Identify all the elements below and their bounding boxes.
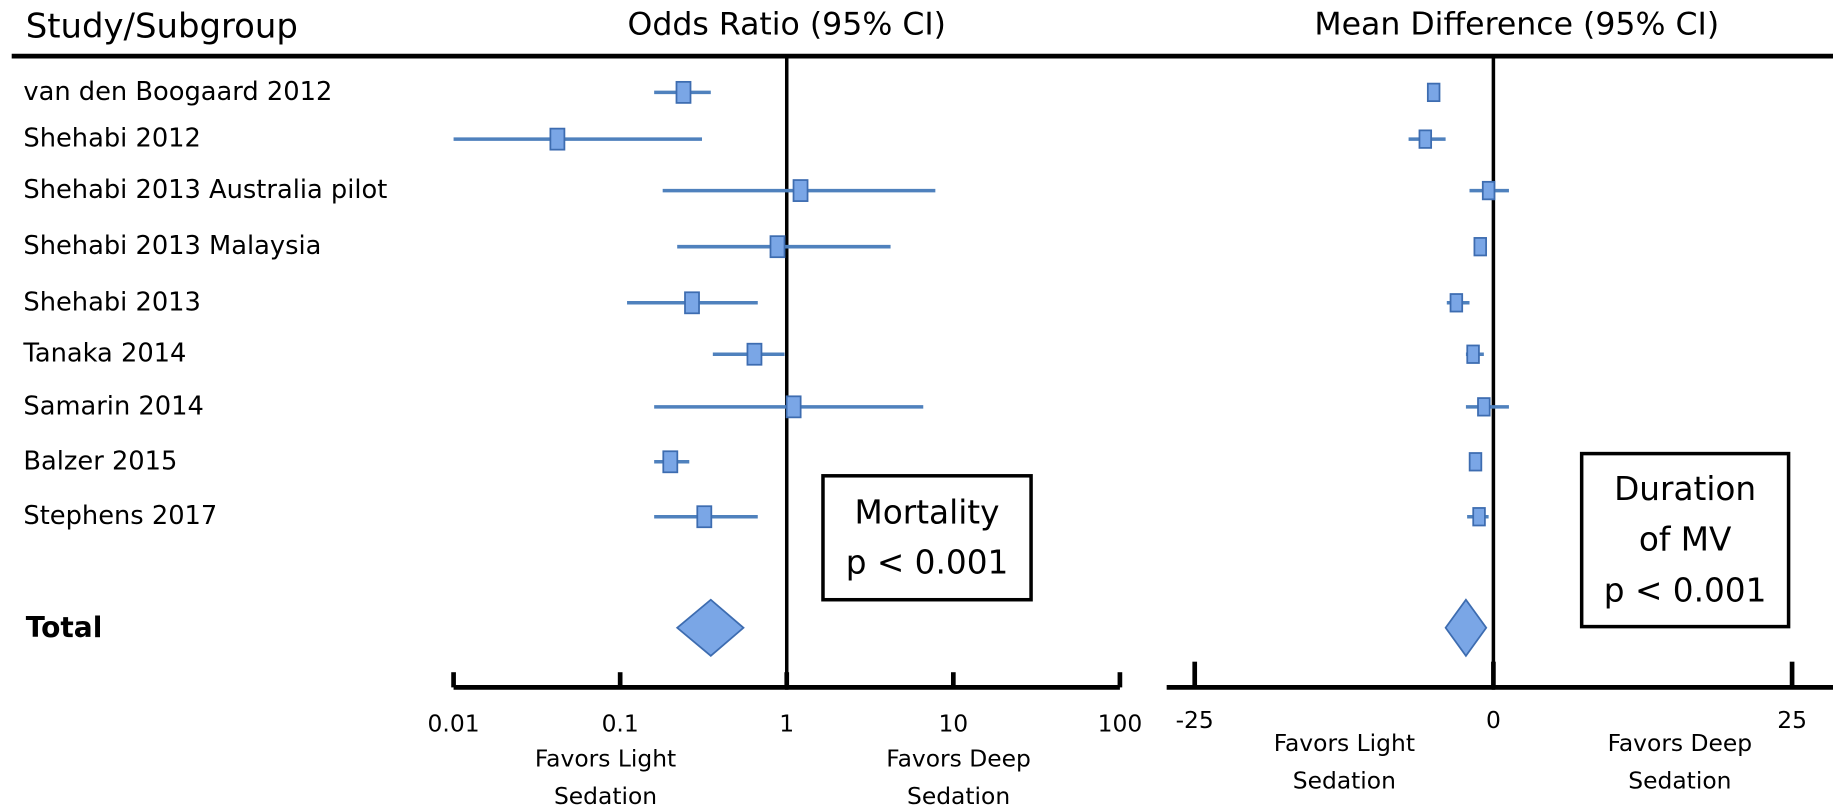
study-label: Samarin 2014 — [23, 391, 203, 421]
estimate-marker — [1426, 82, 1441, 103]
study-label: Balzer 2015 — [23, 446, 177, 476]
estimate-marker — [1477, 397, 1491, 417]
estimate-marker — [746, 342, 763, 366]
x-tick-label: 0.1 — [602, 709, 639, 737]
favors-label: Favors Deep — [886, 744, 1031, 772]
total-label: Total — [26, 611, 103, 644]
annotation-text: Mortality — [855, 493, 1000, 531]
favors-label: Sedation — [1293, 767, 1396, 795]
study-label: Shehabi 2013 Australia pilot — [23, 175, 387, 205]
estimate-marker — [549, 127, 566, 151]
annotation-box — [821, 474, 1033, 602]
estimate-marker — [696, 505, 713, 529]
annotation-text: of MV — [1639, 520, 1732, 558]
annotation-text: p < 0.001 — [1604, 572, 1767, 610]
study-label: Shehabi 2012 — [23, 124, 201, 154]
study-label: Tanaka 2014 — [22, 339, 186, 369]
estimate-marker — [792, 179, 809, 202]
annotation-box — [1579, 451, 1791, 629]
x-tick-label: 10 — [938, 709, 968, 737]
estimate-marker — [1473, 237, 1487, 257]
x-tick-label: -25 — [1176, 706, 1214, 734]
x-tick-label: 100 — [1098, 709, 1143, 737]
estimate-marker — [769, 235, 786, 259]
estimate-marker — [785, 395, 802, 419]
study-label: Shehabi 2013 Malaysia — [23, 231, 321, 261]
favors-label: Favors Light — [1274, 729, 1415, 757]
x-tick-label: 0 — [1486, 706, 1501, 734]
total-diamond — [1444, 598, 1488, 658]
annotation-text: Duration — [1614, 470, 1756, 508]
favors-label: Sedation — [907, 782, 1010, 809]
favors-label: Sedation — [554, 782, 657, 809]
estimate-marker — [1481, 180, 1496, 201]
estimate-marker — [1472, 507, 1486, 527]
study-label: Stephens 2017 — [23, 501, 217, 531]
x-tick-label: 25 — [1777, 706, 1807, 734]
favors-label: Sedation — [1628, 767, 1731, 795]
study-label: Shehabi 2013 — [23, 287, 201, 317]
study-label: van den Boogaard 2012 — [23, 77, 332, 107]
favors-label: Favors Deep — [1608, 729, 1753, 757]
x-tick-label: 1 — [779, 709, 794, 737]
estimate-marker — [1468, 452, 1483, 472]
favors-label: Favors Light — [535, 744, 676, 772]
estimate-marker — [684, 291, 700, 315]
estimate-marker — [662, 450, 679, 474]
total-diamond — [675, 598, 745, 657]
estimate-marker — [1449, 293, 1464, 313]
x-tick-label: 0.01 — [428, 709, 480, 737]
header-label: Study/Subgroup — [26, 7, 298, 46]
estimate-marker — [675, 80, 692, 104]
chart-title: Odds Ratio (95% CI) — [628, 7, 946, 43]
chart-title: Mean Difference (95% CI) — [1314, 7, 1719, 43]
estimate-marker — [1466, 344, 1480, 364]
estimate-marker — [1418, 129, 1433, 149]
annotation-text: p < 0.001 — [846, 544, 1009, 582]
